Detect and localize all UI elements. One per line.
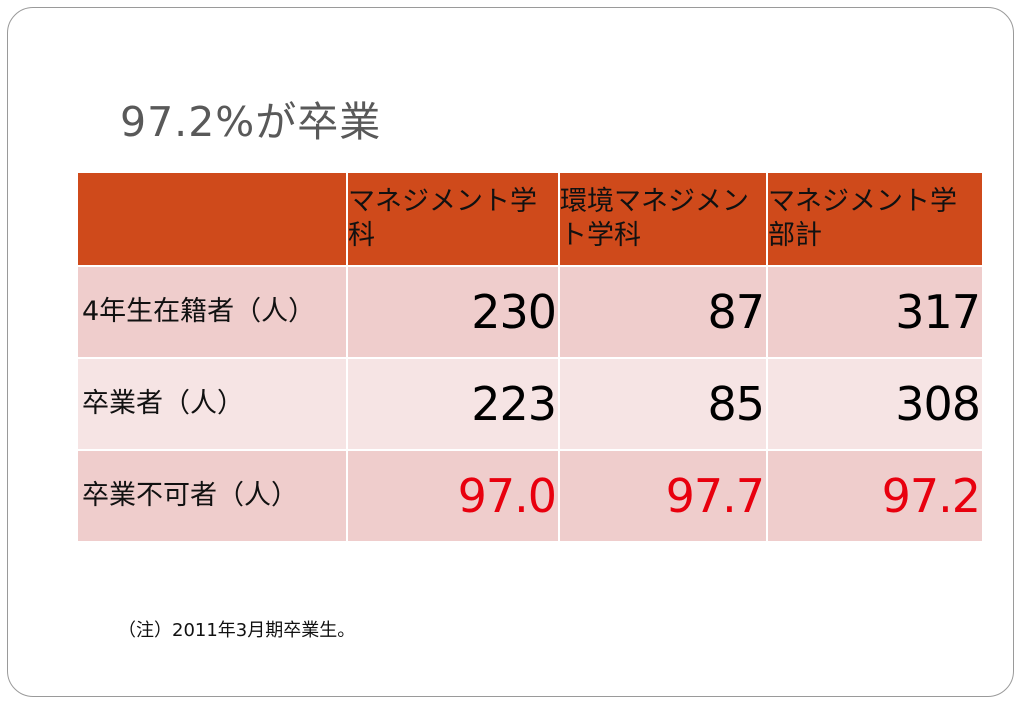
footnote: （注）2011年3月期卒業生。 <box>118 620 356 641</box>
header-cell-empty <box>76 171 348 267</box>
header-cell-management: マネジメント学科 <box>346 171 560 267</box>
table-cell: 223 <box>346 357 560 451</box>
row-label: 4年生在籍者（人） <box>76 265 348 359</box>
header-cell-faculty-total: マネジメント学部計 <box>766 171 984 267</box>
slide-title: 97.2%が卒業 <box>120 98 382 146</box>
table-cell: 317 <box>766 265 984 359</box>
row-label: 卒業者（人） <box>76 357 348 451</box>
table-cell: 85 <box>558 357 768 451</box>
table-header-row: マネジメント学科 環境マネジメント学科 マネジメント学部計 <box>76 171 984 267</box>
table-cell-highlight: 97.7 <box>558 449 768 543</box>
table-cell-highlight: 97.0 <box>346 449 560 543</box>
table-row: 4年生在籍者（人） 230 87 317 <box>76 265 984 359</box>
table-row: 卒業者（人） 223 85 308 <box>76 357 984 451</box>
row-label: 卒業不可者（人） <box>76 449 348 543</box>
data-table: マネジメント学科 環境マネジメント学科 マネジメント学部計 4年生在籍者（人） … <box>76 171 984 543</box>
table-cell: 230 <box>346 265 560 359</box>
slide-frame: 97.2%が卒業 マネジメント学科 環境マネジメント学科 マネジメント学部計 4… <box>7 7 1014 697</box>
table-cell: 87 <box>558 265 768 359</box>
table-cell: 308 <box>766 357 984 451</box>
table-cell-highlight: 97.2 <box>766 449 984 543</box>
header-cell-env-management: 環境マネジメント学科 <box>558 171 768 267</box>
table-row: 卒業不可者（人） 97.0 97.7 97.2 <box>76 449 984 543</box>
